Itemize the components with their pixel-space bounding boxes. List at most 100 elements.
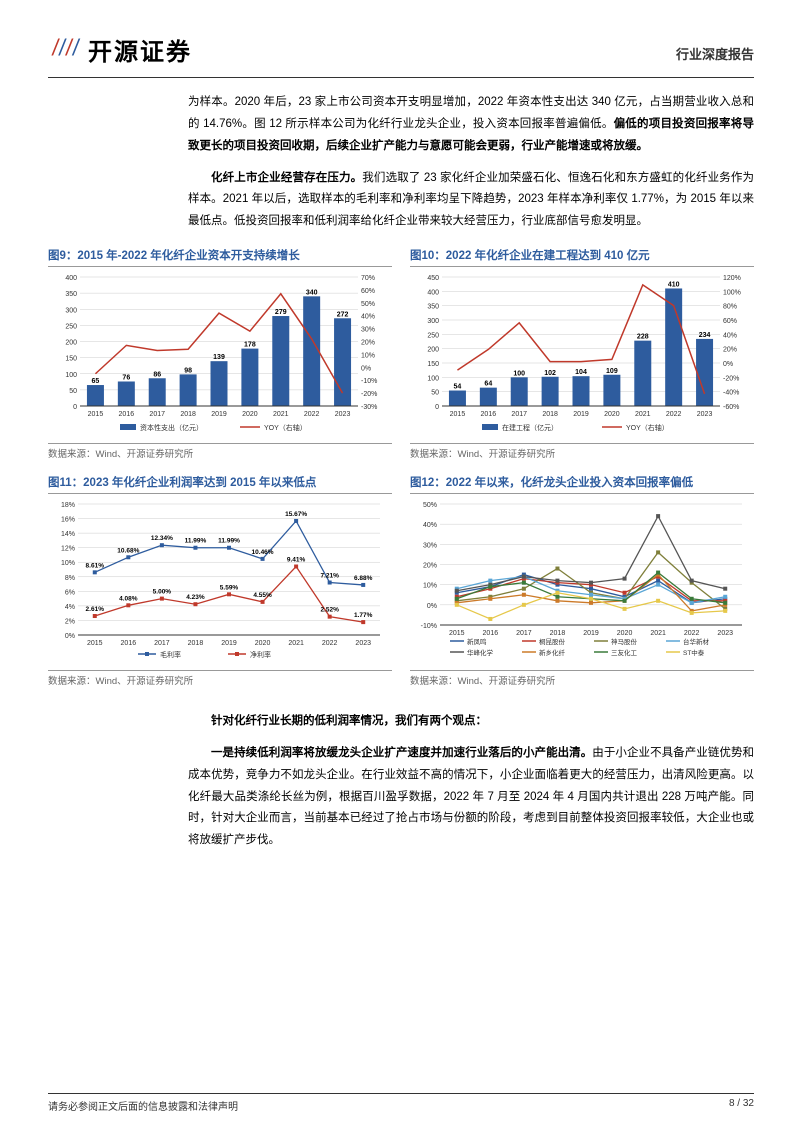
- svg-text:450: 450: [427, 275, 439, 282]
- logo: 开源证券: [48, 30, 192, 69]
- svg-text:139: 139: [213, 354, 225, 361]
- svg-text:50%: 50%: [361, 301, 375, 308]
- header-rule: [48, 77, 754, 78]
- svg-text:2019: 2019: [573, 411, 589, 418]
- svg-text:54: 54: [454, 384, 462, 391]
- para2-bold: 化纤上市企业经营存在压力。: [211, 172, 362, 184]
- svg-text:2019: 2019: [221, 640, 237, 647]
- svg-text:86: 86: [153, 371, 161, 378]
- svg-text:2015: 2015: [88, 411, 104, 418]
- svg-text:2017: 2017: [516, 630, 532, 637]
- svg-text:0: 0: [435, 404, 439, 411]
- svg-text:2015: 2015: [450, 411, 466, 418]
- svg-text:三友化工: 三友化工: [611, 648, 638, 657]
- svg-text:2.52%: 2.52%: [320, 607, 339, 614]
- svg-text:400: 400: [427, 289, 439, 296]
- svg-text:2019: 2019: [211, 411, 227, 418]
- svg-text:-20%: -20%: [361, 391, 377, 398]
- chart12-svg: -10%0%10%20%30%40%50%2015201620172018201…: [410, 498, 754, 663]
- svg-text:200: 200: [65, 340, 77, 347]
- svg-text:100: 100: [65, 372, 77, 379]
- logo-text: 开源证券: [88, 32, 192, 67]
- svg-text:300: 300: [427, 318, 439, 325]
- svg-text:20%: 20%: [361, 340, 375, 347]
- chart-10: 图10：2022 年化纤企业在建工程达到 410 亿元 050100150200…: [410, 247, 754, 460]
- svg-text:2020: 2020: [255, 640, 271, 647]
- svg-text:在建工程（亿元）: 在建工程（亿元）: [502, 423, 558, 432]
- chart12-src: 数据来源：Wind、开源证券研究所: [410, 670, 754, 687]
- svg-text:0%: 0%: [361, 365, 371, 372]
- footer-page: 8 / 32: [729, 1098, 754, 1113]
- svg-text:-10%: -10%: [421, 623, 437, 630]
- svg-text:2018: 2018: [550, 630, 566, 637]
- svg-text:109: 109: [606, 368, 618, 375]
- chart9-title: 图9：2015 年-2022 年化纤企业资本开支持续增长: [48, 247, 392, 267]
- svg-text:华峰化学: 华峰化学: [467, 648, 494, 657]
- svg-text:2016: 2016: [483, 630, 499, 637]
- svg-text:340: 340: [306, 289, 318, 296]
- chart11-title: 图11：2023 年化纤企业利润率达到 2015 年以来低点: [48, 474, 392, 494]
- chart11-src: 数据来源：Wind、开源证券研究所: [48, 670, 392, 687]
- svg-text:4.55%: 4.55%: [253, 592, 272, 599]
- svg-text:60%: 60%: [723, 318, 737, 325]
- svg-text:2023: 2023: [697, 411, 713, 418]
- svg-text:5.59%: 5.59%: [220, 584, 239, 591]
- svg-text:资本性支出（亿元）: 资本性支出（亿元）: [140, 423, 203, 432]
- svg-text:40%: 40%: [361, 314, 375, 321]
- svg-text:104: 104: [575, 369, 587, 376]
- svg-text:2018: 2018: [542, 411, 558, 418]
- svg-text:100%: 100%: [723, 289, 741, 296]
- svg-text:2019: 2019: [583, 630, 599, 637]
- chart11-svg: 0%2%4%6%8%10%12%14%16%18%201520162017201…: [48, 498, 392, 663]
- chart-12: 图12：2022 年以来，化纤龙头企业投入资本回报率偏低 -10% 0% 10% 20…: [410, 474, 754, 687]
- paragraph-1: 为样本。2020 年后，23 家上市公司资本开支明显增加，2022 年资本性支出…: [48, 92, 754, 158]
- svg-text:10.46%: 10.46%: [252, 549, 274, 556]
- svg-text:2023: 2023: [717, 630, 733, 637]
- svg-text:9.41%: 9.41%: [287, 557, 306, 564]
- svg-text:20%: 20%: [723, 347, 737, 354]
- chart12-title: 图12：2022 年以来，化纤龙头企业投入资本回报率偏低: [410, 474, 754, 494]
- svg-text:2020: 2020: [604, 411, 620, 418]
- svg-text:350: 350: [427, 304, 439, 311]
- svg-text:10%: 10%: [423, 583, 437, 590]
- page-header: 开源证券 行业深度报告: [48, 30, 754, 69]
- svg-text:98: 98: [184, 367, 192, 374]
- para4-text: 由于小企业不具备产业链优势和成本优势，竞争力不如龙头企业。在行业效益不高的情况下…: [188, 747, 754, 846]
- svg-text:-10%: -10%: [361, 378, 377, 385]
- svg-text:2016: 2016: [481, 411, 497, 418]
- svg-text:ST中泰: ST中泰: [683, 648, 705, 657]
- svg-text:18%: 18%: [61, 502, 75, 509]
- svg-text:50%: 50%: [423, 502, 437, 509]
- chart10-title: 图10：2022 年化纤企业在建工程达到 410 亿元: [410, 247, 754, 267]
- svg-text:0%: 0%: [427, 603, 437, 610]
- svg-text:5.00%: 5.00%: [153, 589, 172, 596]
- svg-text:410: 410: [668, 282, 680, 289]
- svg-text:2%: 2%: [65, 619, 75, 626]
- svg-text:80%: 80%: [723, 304, 737, 311]
- paragraph-2: 化纤上市企业经营存在压力。我们选取了 23 家化纤企业加荣盛石化、恒逸石化和东方…: [48, 168, 754, 234]
- svg-text:11.99%: 11.99%: [185, 538, 207, 545]
- svg-text:100: 100: [427, 375, 439, 382]
- svg-text:2020: 2020: [242, 411, 258, 418]
- svg-text:2023: 2023: [355, 640, 371, 647]
- svg-text:12.34%: 12.34%: [151, 535, 173, 542]
- charts-row-1: 图9：2015 年-2022 年化纤企业资本开支持续增长 05010015020…: [48, 247, 754, 460]
- chart-9: 图9：2015 年-2022 年化纤企业资本开支持续增长 05010015020…: [48, 247, 392, 460]
- svg-text:11.99%: 11.99%: [218, 538, 240, 545]
- svg-text:178: 178: [244, 342, 256, 349]
- svg-text:250: 250: [65, 323, 77, 330]
- svg-text:12%: 12%: [61, 546, 75, 553]
- svg-text:神马股份: 神马股份: [611, 637, 638, 646]
- chart9-svg: 050100150200250300350400-30%-20%-10%0%10…: [48, 271, 392, 436]
- svg-text:2022: 2022: [304, 411, 320, 418]
- svg-text:228: 228: [637, 334, 649, 341]
- charts-row-2: 图11：2023 年化纤企业利润率达到 2015 年以来低点 0%2%4%6%8…: [48, 474, 754, 687]
- svg-text:2021: 2021: [650, 630, 666, 637]
- svg-text:102: 102: [544, 370, 556, 377]
- svg-text:新乡化纤: 新乡化纤: [539, 648, 566, 657]
- svg-text:2021: 2021: [635, 411, 651, 418]
- svg-text:2021: 2021: [273, 411, 289, 418]
- svg-text:300: 300: [65, 307, 77, 314]
- svg-text:150: 150: [65, 356, 77, 363]
- svg-text:台华新材: 台华新材: [683, 637, 710, 646]
